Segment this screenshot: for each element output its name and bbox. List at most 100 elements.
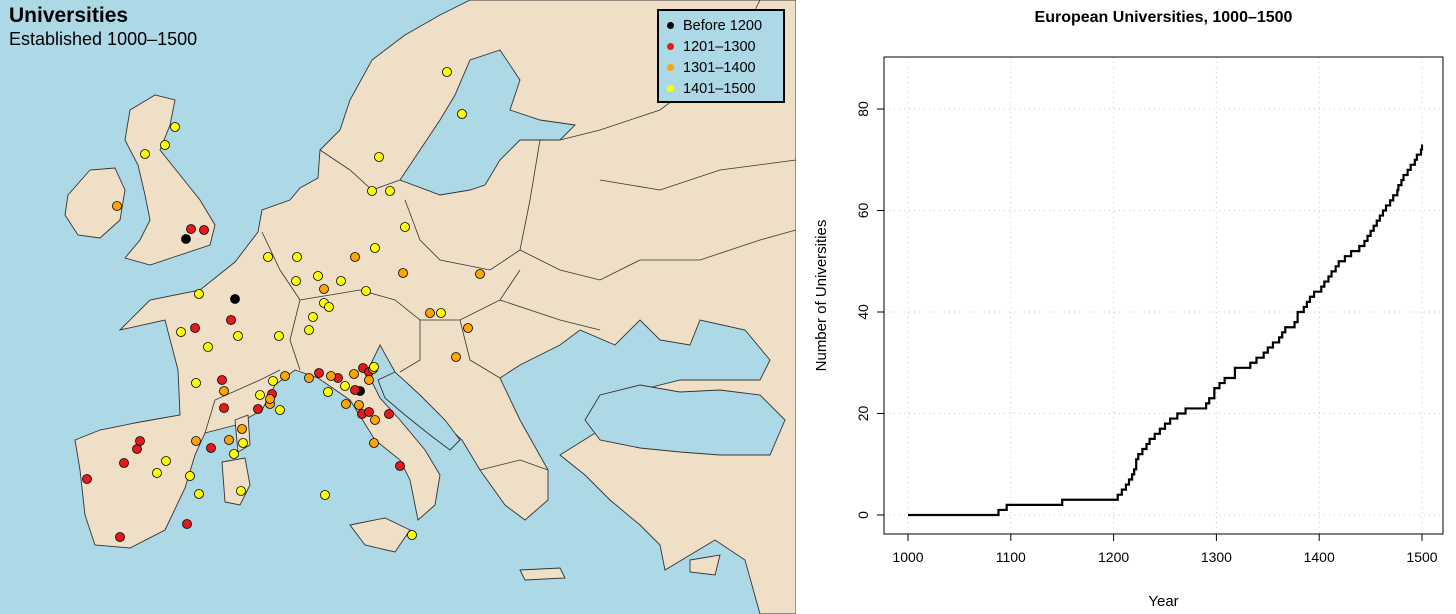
- university-marker: [451, 352, 461, 362]
- university-marker: [398, 268, 408, 278]
- university-marker: [230, 294, 240, 304]
- university-marker: [253, 404, 263, 414]
- university-marker: [194, 489, 204, 499]
- university-marker: [370, 243, 380, 253]
- university-marker: [350, 252, 360, 262]
- university-marker: [385, 186, 395, 196]
- university-marker: [323, 387, 333, 397]
- university-marker: [374, 152, 384, 162]
- university-marker: [82, 474, 92, 484]
- legend-item-1301-1400: 1301–1400: [667, 57, 783, 78]
- university-marker: [182, 519, 192, 529]
- cumulative-universities-line: [908, 144, 1424, 517]
- y-tick-label: 80: [855, 101, 871, 117]
- chart-canvas: European Universities, 1000–1500 1000 1100…: [813, 9, 1444, 610]
- university-marker: [291, 276, 301, 286]
- university-marker: [280, 371, 290, 381]
- x-tick-label: 1500: [1406, 549, 1437, 565]
- map-subtitle: Established 1000–1500: [9, 29, 198, 49]
- university-marker: [224, 435, 234, 445]
- continent-landmass: [74, 0, 796, 614]
- university-marker: [238, 438, 248, 448]
- university-marker: [384, 409, 394, 419]
- y-axis-label: Number of Universities: [813, 220, 830, 372]
- university-marker: [361, 286, 371, 296]
- university-marker: [274, 331, 284, 341]
- chart-title: European Universities, 1000–1500: [1035, 9, 1293, 26]
- university-marker: [152, 468, 162, 478]
- university-marker: [308, 312, 318, 322]
- sicily-island: [349, 517, 411, 553]
- university-marker: [275, 405, 285, 415]
- legend-item-1201-1300: 1201–1300: [667, 36, 783, 57]
- legend-label: 1301–1400: [683, 59, 756, 76]
- university-marker: [237, 424, 247, 434]
- university-marker: [370, 415, 380, 425]
- y-tick-label: 20: [855, 406, 871, 422]
- university-marker: [324, 302, 334, 312]
- university-marker: [160, 140, 170, 150]
- university-marker: [191, 436, 201, 446]
- university-marker: [314, 368, 324, 378]
- legend-label: Before 1200: [683, 17, 763, 34]
- university-marker: [326, 371, 336, 381]
- university-marker: [442, 67, 452, 77]
- baltic-sea: [399, 49, 576, 196]
- university-marker: [354, 400, 364, 410]
- university-marker: [135, 436, 145, 446]
- university-marker: [425, 308, 435, 318]
- university-marker: [436, 308, 446, 318]
- x-tick-label: 1200: [1098, 549, 1129, 565]
- university-marker: [320, 490, 330, 500]
- university-marker: [265, 394, 275, 404]
- university-marker: [400, 222, 410, 232]
- university-marker: [170, 122, 180, 132]
- university-marker: [190, 323, 200, 333]
- university-marker: [236, 486, 246, 496]
- legend-item-1401-1500: 1401–1500: [667, 78, 783, 99]
- university-marker: [313, 271, 323, 281]
- university-marker: [140, 149, 150, 159]
- university-marker: [364, 375, 374, 385]
- y-tick-label: 40: [855, 304, 871, 320]
- britain-island: [124, 94, 216, 266]
- university-marker: [350, 385, 360, 395]
- university-marker: [336, 276, 346, 286]
- crete-island: [519, 567, 566, 581]
- black-sea: [584, 384, 786, 456]
- x-tick-label: 1400: [1304, 549, 1335, 565]
- university-marker: [304, 373, 314, 383]
- university-marker: [255, 390, 265, 400]
- legend-label: 1201–1300: [683, 38, 756, 55]
- university-marker: [181, 234, 191, 244]
- university-marker: [369, 362, 379, 372]
- legend-item-before-1200: Before 1200: [667, 15, 783, 36]
- university-marker: [292, 252, 302, 262]
- university-marker: [263, 252, 273, 262]
- university-marker: [395, 461, 405, 471]
- university-marker: [340, 381, 350, 391]
- x-tick-label: 1100: [996, 549, 1026, 565]
- university-marker: [233, 331, 243, 341]
- university-marker: [226, 315, 236, 325]
- universities-chart: European Universities, 1000–1500 1000 1100…: [796, 0, 1456, 614]
- plot-frame: [883, 56, 1444, 535]
- university-marker: [112, 201, 122, 211]
- university-marker: [186, 224, 196, 234]
- universities-map: Universities Established 1000–1500 Befor…: [0, 0, 796, 614]
- university-marker: [319, 284, 329, 294]
- university-marker: [229, 449, 239, 459]
- university-marker: [217, 375, 227, 385]
- university-marker: [199, 225, 209, 235]
- x-tick-label: 1300: [1201, 549, 1232, 565]
- university-marker: [463, 323, 473, 333]
- university-marker: [206, 443, 216, 453]
- university-marker: [194, 289, 204, 299]
- x-tick-label: 1000: [892, 549, 923, 565]
- legend-dot-icon: [667, 85, 674, 92]
- university-marker: [268, 376, 278, 386]
- university-marker: [185, 471, 195, 481]
- university-marker: [367, 186, 377, 196]
- university-marker: [219, 386, 229, 396]
- sardinia-island: [221, 457, 251, 506]
